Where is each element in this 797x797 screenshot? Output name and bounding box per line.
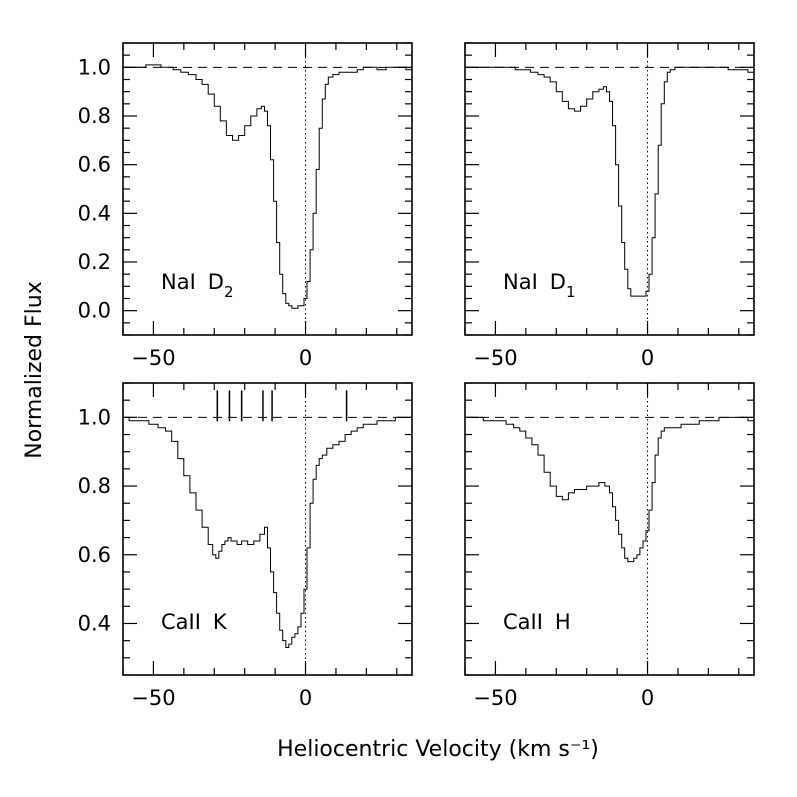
panel-caii-k: −50 0 0.4 0.6 0.8 1.0 CaII K xyxy=(78,382,413,710)
spectrum-line xyxy=(123,64,412,309)
panel-label: NaI D2 xyxy=(161,270,234,301)
y-tick-label: 0.2 xyxy=(78,250,111,274)
y-tick-label: 0.6 xyxy=(78,153,111,177)
x-tick-label: 0 xyxy=(641,346,654,370)
x-tick-label: 0 xyxy=(641,686,654,710)
spectrum-line xyxy=(465,416,754,563)
panel-label-ion: NaI xyxy=(161,270,196,294)
plot-frame xyxy=(464,382,755,676)
panel-label-line: D xyxy=(208,270,224,294)
panel-label-subscript: 2 xyxy=(224,283,234,301)
plot-frame xyxy=(122,382,413,676)
panel-label-subscript: 1 xyxy=(566,283,576,301)
panel-caii-h: −50 0 CaII H xyxy=(464,382,755,710)
y-tick-label: 1.0 xyxy=(78,405,111,429)
y-tick-label: 0.8 xyxy=(78,104,111,128)
panel-label-ion: NaI xyxy=(503,270,538,294)
panel-label: NaI D1 xyxy=(503,270,576,301)
y-tick-label: 1.0 xyxy=(78,55,111,79)
y-axis-label: Normalized Flux xyxy=(22,281,47,458)
panel-label: CaII K xyxy=(161,610,228,634)
x-tick-label: −50 xyxy=(473,346,517,370)
x-tick-label: −50 xyxy=(131,346,175,370)
panel-label-line: K xyxy=(213,610,228,634)
spectrum-line xyxy=(123,416,412,648)
y-tick-label: 0.8 xyxy=(78,474,111,498)
spectrum-line xyxy=(465,66,754,297)
panel-nai-d1: −50 0 NaI D1 xyxy=(464,42,755,370)
x-axis-label: Heliocentric Velocity (km s⁻¹) xyxy=(277,737,599,762)
y-tick-label: 0.0 xyxy=(78,299,111,323)
panel-label-ion: CaII xyxy=(503,610,543,634)
panel-label-line: H xyxy=(555,610,571,634)
x-tick-label: 0 xyxy=(299,346,312,370)
y-tick-label: 0.6 xyxy=(78,543,111,567)
x-tick-label: 0 xyxy=(299,686,312,710)
panel-nai-d2: −50 0 0.0 0.2 0.4 0.6 0.8 1.0 NaI D2 xyxy=(78,42,413,370)
y-tick-label: 0.4 xyxy=(78,611,111,635)
x-tick-label: −50 xyxy=(131,686,175,710)
y-tick-label: 0.4 xyxy=(78,201,111,225)
panel-label-ion: CaII xyxy=(161,610,201,634)
panel-label-line: D xyxy=(550,270,566,294)
x-tick-label: −50 xyxy=(473,686,517,710)
panel-label: CaII H xyxy=(503,610,571,634)
